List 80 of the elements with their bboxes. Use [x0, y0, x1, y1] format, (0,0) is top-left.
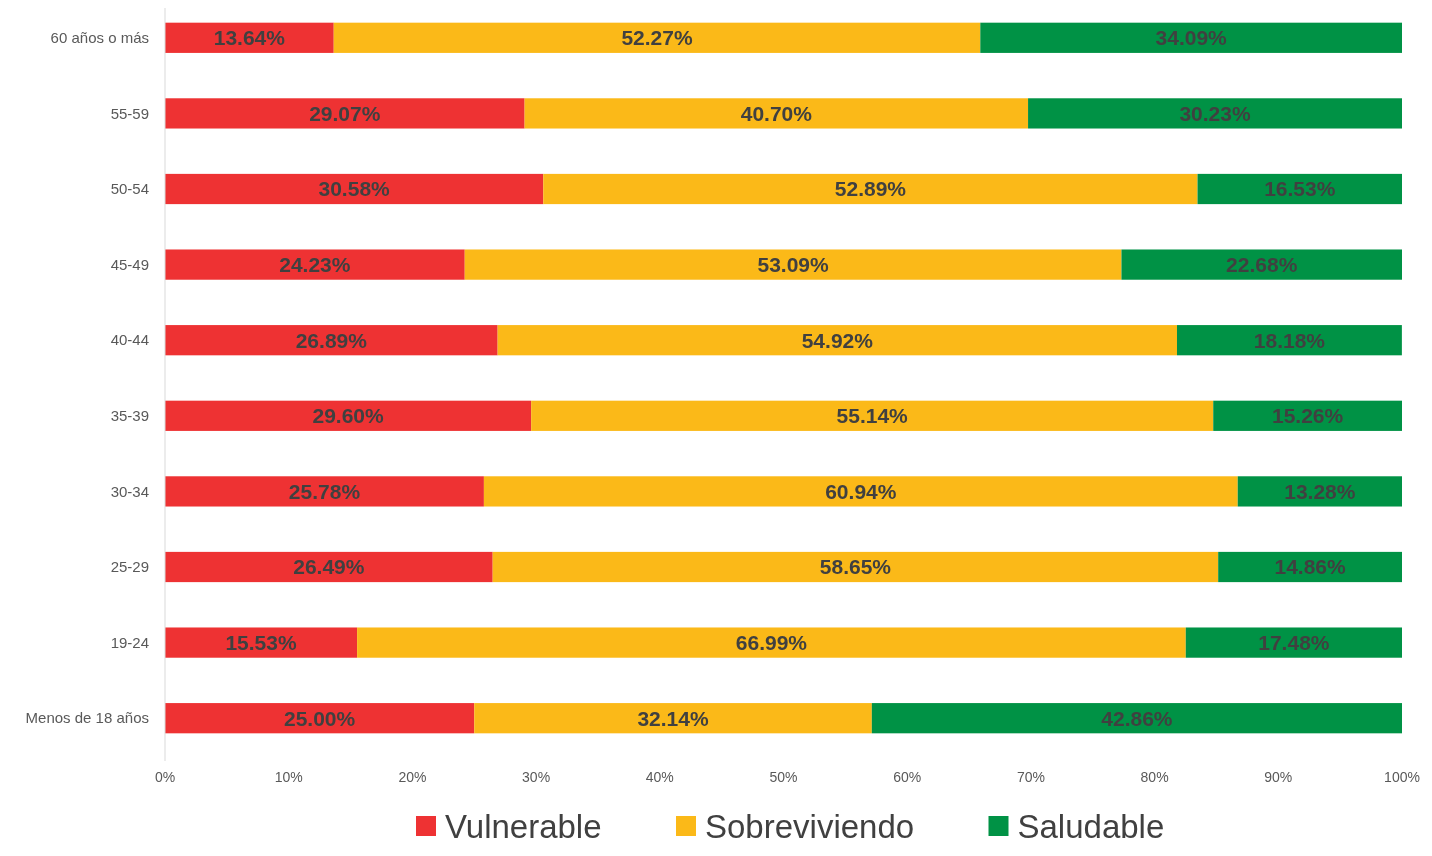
data-label: 29.07%: [309, 101, 381, 125]
data-label: 24.23%: [279, 252, 351, 276]
data-label: 53.09%: [757, 252, 830, 276]
bar: [333, 22, 981, 53]
bar: [531, 400, 1214, 431]
bar: [524, 98, 1029, 129]
bar: [165, 627, 358, 658]
bar: [464, 249, 1122, 280]
y-tick-label: 50-54: [110, 180, 149, 198]
y-tick-label: 55-59: [110, 104, 149, 122]
bar: [492, 551, 1219, 583]
data-label: 30.23%: [1179, 101, 1251, 125]
data-label: 25.00%: [284, 706, 356, 730]
bar: [165, 703, 475, 734]
bar: [165, 400, 532, 431]
data-label: 30.58%: [318, 177, 391, 201]
legend-label: Vulnerable: [445, 808, 602, 845]
bar: [1121, 249, 1402, 280]
x-tick-label: 90%: [1264, 769, 1293, 785]
x-tick-label: 100%: [1384, 769, 1420, 785]
data-label: 15.26%: [1272, 404, 1344, 428]
data-label: 52.89%: [834, 177, 907, 201]
data-label: 14.86%: [1274, 555, 1347, 579]
bar: [474, 703, 872, 734]
y-tick-label: 19-24: [110, 633, 149, 651]
y-tick-label: 45-49: [110, 255, 149, 273]
data-label: 26.49%: [293, 555, 365, 579]
data-label: 16.53%: [1264, 177, 1336, 201]
data-label: 32.14%: [637, 706, 709, 730]
bar: [1185, 627, 1402, 658]
bar: [165, 476, 484, 507]
x-tick-label: 80%: [1140, 769, 1169, 785]
bar: [165, 325, 498, 356]
data-label: 18.18%: [1253, 328, 1326, 352]
x-tick-label: 70%: [1016, 769, 1045, 785]
x-tick-label: 50%: [769, 769, 798, 785]
y-tick-label: 35-39: [110, 407, 149, 425]
bar: [871, 703, 1402, 734]
x-tick-label: 40%: [645, 769, 674, 785]
bar: [165, 173, 544, 205]
data-label: 42.86%: [1101, 706, 1173, 730]
legend-label: Saludable: [1017, 808, 1165, 845]
x-tick-label: 30%: [522, 769, 551, 785]
bar: [980, 22, 1402, 53]
data-label: 58.65%: [819, 555, 892, 579]
data-label: 40.70%: [740, 101, 813, 125]
y-tick-label: 40-44: [110, 331, 149, 349]
data-label: 26.89%: [295, 328, 368, 352]
data-label: 34.09%: [1155, 26, 1228, 50]
x-tick-label: 20%: [398, 769, 427, 785]
bar: [1176, 325, 1402, 356]
data-label: 52.27%: [621, 26, 693, 50]
data-label: 60.94%: [825, 479, 897, 503]
y-tick-label: Menos de 18 años: [25, 709, 149, 727]
y-tick-label: 60 años o más: [50, 29, 149, 47]
bar: [543, 173, 1198, 205]
data-label: 13.28%: [1284, 479, 1356, 503]
bar: [165, 249, 465, 280]
bar: [1028, 98, 1402, 129]
bar: [483, 476, 1238, 507]
data-label: 55.14%: [836, 404, 909, 428]
data-label: 54.92%: [801, 328, 874, 352]
data-label: 25.78%: [288, 479, 361, 503]
data-label: 17.48%: [1258, 630, 1330, 654]
data-label: 29.60%: [312, 404, 385, 428]
x-tick-label: 0%: [154, 769, 176, 785]
y-tick-label: 25-29: [110, 558, 149, 576]
y-tick-label: 30-34: [110, 482, 149, 500]
legend-label: Sobreviviendo: [705, 808, 915, 845]
bar: [497, 325, 1177, 356]
bar: [1237, 476, 1402, 507]
data-label: 22.68%: [1226, 252, 1298, 276]
x-tick-label: 10%: [274, 769, 303, 785]
data-label: 66.99%: [735, 630, 808, 654]
x-tick-label: 60%: [893, 769, 922, 785]
bar: [165, 98, 525, 129]
data-label: 13.64%: [213, 26, 286, 50]
data-label: 15.53%: [225, 630, 297, 654]
bar: [165, 551, 493, 583]
bar: [357, 627, 1186, 658]
